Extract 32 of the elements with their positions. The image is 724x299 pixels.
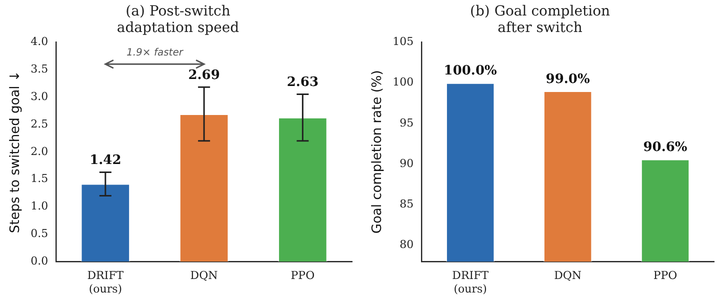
data-label: 90.6%	[643, 140, 688, 156]
y-tick-label: 3.5	[30, 62, 48, 76]
y-axis-title: Steps to switched goal ↓	[8, 70, 24, 234]
y-tick-label: 4.0	[30, 35, 48, 48]
data-label: 2.69	[188, 68, 220, 84]
y-tick-label: 0.0	[30, 254, 48, 268]
chart-title: (b) Goal completion after switch	[470, 4, 610, 36]
chart-title: (a) Post-switch adaptation speed	[116, 4, 240, 36]
x-tick-label: DQN	[554, 269, 582, 282]
data-label: 1.42	[90, 153, 122, 168]
x-tick-label: DRIFT (ours)	[87, 269, 124, 296]
y-tick-label: 2.0	[30, 144, 48, 158]
y-tick-label: 105	[392, 35, 414, 48]
y-tick-label: 95	[400, 116, 414, 130]
data-label: 100.0%	[444, 64, 498, 79]
y-tick-label: 3.0	[30, 90, 48, 103]
x-tick-label: DQN	[190, 269, 218, 282]
y-tick-label: 85	[400, 198, 414, 211]
y-tick-label: 2.5	[30, 117, 48, 130]
data-label: 99.0%	[546, 72, 590, 87]
y-tick-label: 0.5	[30, 227, 48, 240]
y-tick-label: 90	[400, 156, 414, 170]
data-label: 2.63	[286, 75, 319, 90]
x-tick-label: DRIFT (ours)	[452, 269, 490, 296]
y-tick-label: 1.0	[30, 200, 48, 213]
x-tick-label: PPO	[653, 269, 678, 282]
x-tick-label: PPO	[290, 269, 315, 282]
y-tick-label: 1.5	[30, 172, 48, 186]
annotation: 1.9× faster	[126, 48, 184, 59]
y-tick-label: 100	[392, 76, 414, 89]
y-tick-label: 80	[400, 238, 414, 252]
y-axis-title: Goal completion rate (%)	[370, 70, 386, 234]
